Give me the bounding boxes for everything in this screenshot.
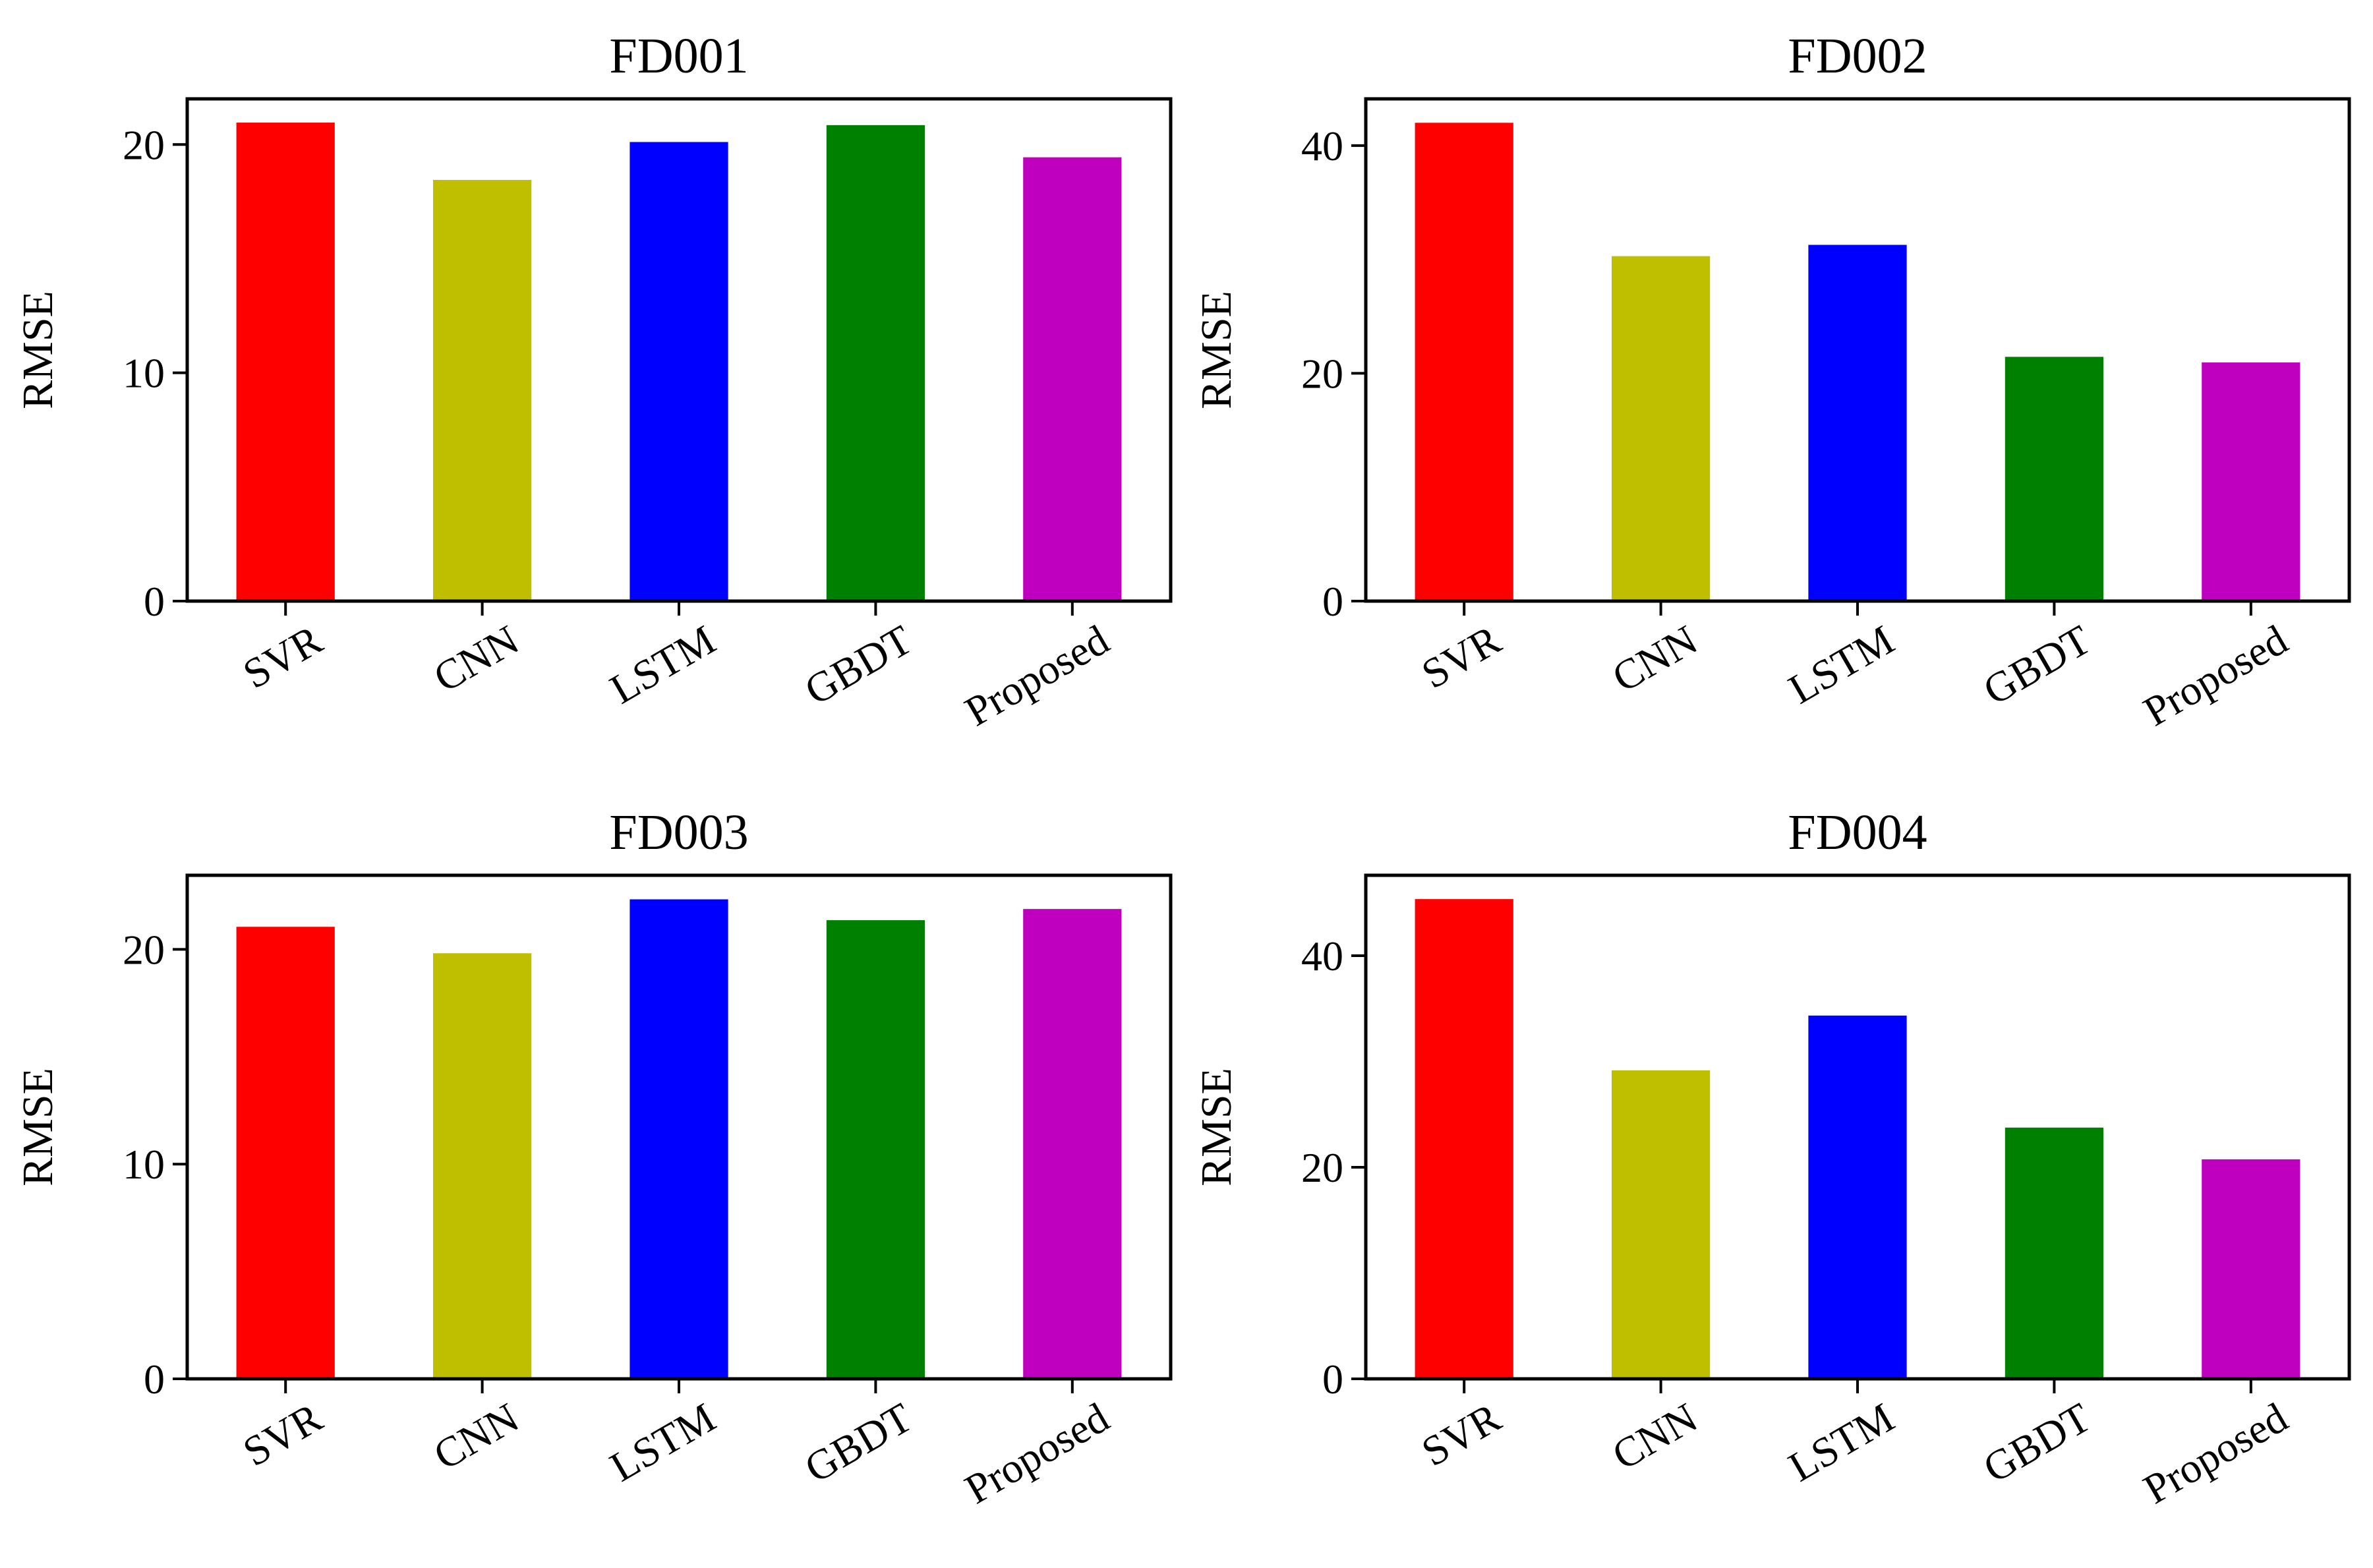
fd002-panel: FD002 0 20 40 SVR CNN LSTM GBDT Proposed RMSE (1192, 28, 2351, 736)
fd001-bar-svr (236, 123, 335, 601)
fd003-xtick-label-svr: SVR (235, 1393, 330, 1475)
fd002-bar-lstm (1808, 245, 1907, 602)
fd001-xtick-label-cnn: CNN (426, 616, 527, 701)
fd003-xtick-label-proposed: Proposed (957, 1394, 1117, 1513)
fd003-xtick-label-gbdt: GBDT (797, 1394, 920, 1492)
fd001-xtick-label-lstm: LSTM (602, 616, 723, 713)
fd001-bar-gbdt (826, 125, 925, 602)
fd003-bar-cnn (433, 953, 532, 1379)
fd001-panel: FD001 0 10 20 SVR CNN LSTM GBDT Proposed RMSE (14, 28, 1173, 736)
fd001-xtick-label-proposed: Proposed (957, 616, 1117, 736)
fd004-xtick-label-gbdt: GBDT (1976, 1394, 2098, 1492)
fd001-bar-proposed (1023, 157, 1122, 602)
fd004-ytick-label-0: 0 (1322, 1356, 1343, 1403)
fd004-panel: FD004 0 20 40 SVR CNN LSTM GBDT Proposed RMSE (1192, 805, 2351, 1513)
fd001-y-axis-label: RMSE (14, 291, 62, 409)
fd003-xtick-label-lstm: LSTM (602, 1394, 723, 1491)
fd001-ytick-label-20: 20 (123, 121, 165, 168)
fd003-ytick-label-20: 20 (123, 926, 165, 973)
fd003-bar-proposed (1023, 909, 1122, 1379)
fd001-xtick-label-svr: SVR (235, 616, 330, 697)
fd001-bar-lstm (630, 142, 728, 602)
fd003-bar-lstm (630, 899, 728, 1379)
fd004-ytick-label-20: 20 (1301, 1144, 1343, 1191)
fd004-xtick-label-cnn: CNN (1604, 1394, 1705, 1479)
fd002-ytick-label-0: 0 (1322, 578, 1343, 625)
fd003-xtick-label-cnn: CNN (426, 1394, 527, 1479)
fd002-bar-gbdt (2005, 357, 2103, 601)
fd002-xtick-label-lstm: LSTM (1781, 616, 1902, 713)
fd002-bar-proposed (2202, 362, 2300, 601)
fd002-xtick-label-gbdt: GBDT (1976, 616, 2098, 714)
fd004-bar-gbdt (2005, 1127, 2103, 1379)
fd003-y-axis-label: RMSE (14, 1068, 62, 1186)
fd003-panel: FD003 0 10 20 SVR CNN LSTM GBDT Proposed RMSE (14, 805, 1173, 1513)
fd002-bar-svr (1415, 123, 1513, 602)
fd001-title: FD001 (609, 28, 748, 84)
fd003-ytick-label-10: 10 (123, 1141, 165, 1188)
fd004-bar-cnn (1612, 1070, 1711, 1379)
fd003-ytick-label-0: 0 (144, 1356, 165, 1403)
fd002-title: FD002 (1788, 28, 1927, 84)
fd004-bar-svr (1415, 899, 1513, 1379)
fd004-xtick-label-lstm: LSTM (1781, 1394, 1902, 1491)
fd003-bar-svr (236, 927, 335, 1379)
fd004-bar-proposed (2202, 1159, 2300, 1379)
fd004-ytick-label-40: 40 (1301, 933, 1343, 979)
fd002-y-axis-label: RMSE (1192, 291, 1241, 409)
fd004-bar-lstm (1808, 1015, 1907, 1379)
fd004-xtick-label-proposed: Proposed (2136, 1394, 2295, 1513)
fd003-bar-gbdt (826, 920, 925, 1379)
fd001-ytick-label-10: 10 (123, 350, 165, 397)
fd001-xtick-label-gbdt: GBDT (797, 616, 920, 714)
fd003-title: FD003 (609, 805, 748, 860)
fd004-xtick-label-svr: SVR (1414, 1393, 1509, 1475)
fd002-xtick-label-proposed: Proposed (2136, 616, 2295, 736)
fd004-y-axis-label: RMSE (1192, 1068, 1241, 1186)
fd002-ytick-label-40: 40 (1301, 123, 1343, 169)
fd004-title: FD004 (1788, 805, 1927, 860)
fd001-bar-cnn (433, 179, 532, 601)
fd002-xtick-label-cnn: CNN (1604, 616, 1705, 701)
fd001-ytick-label-0: 0 (144, 578, 165, 625)
fd002-ytick-label-20: 20 (1301, 350, 1343, 397)
fd002-xtick-label-svr: SVR (1414, 616, 1509, 697)
fd002-bar-cnn (1612, 256, 1711, 601)
